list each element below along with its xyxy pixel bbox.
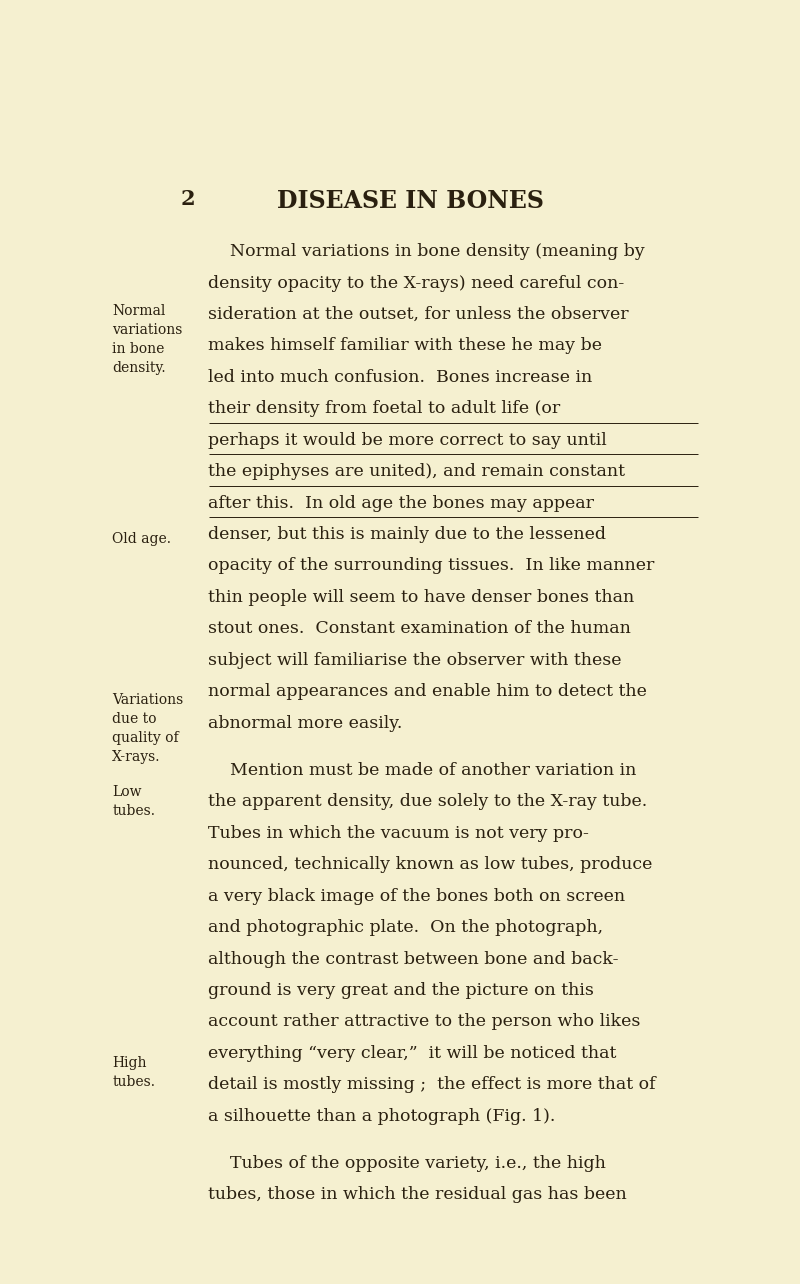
Text: DISEASE IN BONES: DISEASE IN BONES (277, 189, 543, 213)
Text: ground is very great and the picture on this: ground is very great and the picture on … (209, 982, 594, 999)
Text: Low
tubes.: Low tubes. (112, 785, 155, 818)
Text: led into much confusion.  Bones increase in: led into much confusion. Bones increase … (209, 369, 593, 385)
Text: Variations
due to
quality of
X-rays.: Variations due to quality of X-rays. (112, 693, 184, 764)
Text: a very black image of the bones both on screen: a very black image of the bones both on … (209, 887, 626, 905)
Text: abnormal more easily.: abnormal more easily. (209, 715, 403, 732)
Text: Mention must be made of another variation in: Mention must be made of another variatio… (209, 761, 637, 779)
Text: 2: 2 (181, 189, 195, 209)
Text: High
tubes.: High tubes. (112, 1055, 155, 1089)
Text: thin people will seem to have denser bones than: thin people will seem to have denser bon… (209, 589, 634, 606)
Text: the apparent density, due solely to the X-ray tube.: the apparent density, due solely to the … (209, 794, 648, 810)
Text: opacity of the surrounding tissues.  In like manner: opacity of the surrounding tissues. In l… (209, 557, 655, 574)
Text: Tubes of the opposite variety, i.e., the high: Tubes of the opposite variety, i.e., the… (209, 1156, 606, 1172)
Text: Normal variations in bone density (meaning by: Normal variations in bone density (meani… (209, 243, 646, 261)
Text: perhaps it would be more correct to say until: perhaps it would be more correct to say … (209, 431, 607, 448)
Text: a silhouette than a photograph (Fig. 1).: a silhouette than a photograph (Fig. 1). (209, 1108, 556, 1125)
Text: after this.  In old age the bones may appear: after this. In old age the bones may app… (209, 494, 594, 511)
Text: Tubes in which the vacuum is not very pro-: Tubes in which the vacuum is not very pr… (209, 824, 590, 842)
Text: sideration at the outset, for unless the observer: sideration at the outset, for unless the… (209, 306, 629, 324)
Text: their density from foetal to adult life (or: their density from foetal to adult life … (209, 401, 561, 417)
Text: although the contrast between bone and back-: although the contrast between bone and b… (209, 950, 619, 968)
Text: and photographic plate.  On the photograph,: and photographic plate. On the photograp… (209, 919, 604, 936)
Text: subject will familiarise the observer with these: subject will familiarise the observer wi… (209, 652, 622, 669)
Text: normal appearances and enable him to detect the: normal appearances and enable him to det… (209, 683, 647, 700)
Text: everything “very clear,”  it will be noticed that: everything “very clear,” it will be noti… (209, 1045, 617, 1062)
Text: account rather attractive to the person who likes: account rather attractive to the person … (209, 1013, 641, 1031)
Text: stout ones.  Constant examination of the human: stout ones. Constant examination of the … (209, 620, 631, 637)
Text: tubes, those in which the residual gas has been: tubes, those in which the residual gas h… (209, 1186, 627, 1203)
Text: nounced, technically known as low tubes, produce: nounced, technically known as low tubes,… (209, 856, 653, 873)
Text: Old age.: Old age. (112, 532, 171, 546)
Text: density opacity to the X-rays) need careful con-: density opacity to the X-rays) need care… (209, 275, 625, 291)
Text: the epiphyses are united), and remain constant: the epiphyses are united), and remain co… (209, 464, 626, 480)
Text: detail is mostly missing ;  the effect is more that of: detail is mostly missing ; the effect is… (209, 1076, 656, 1093)
Text: makes himself familiar with these he may be: makes himself familiar with these he may… (209, 338, 602, 354)
Text: denser, but this is mainly due to the lessened: denser, but this is mainly due to the le… (209, 526, 606, 543)
Text: Normal
variations
in bone
density.: Normal variations in bone density. (112, 304, 182, 375)
